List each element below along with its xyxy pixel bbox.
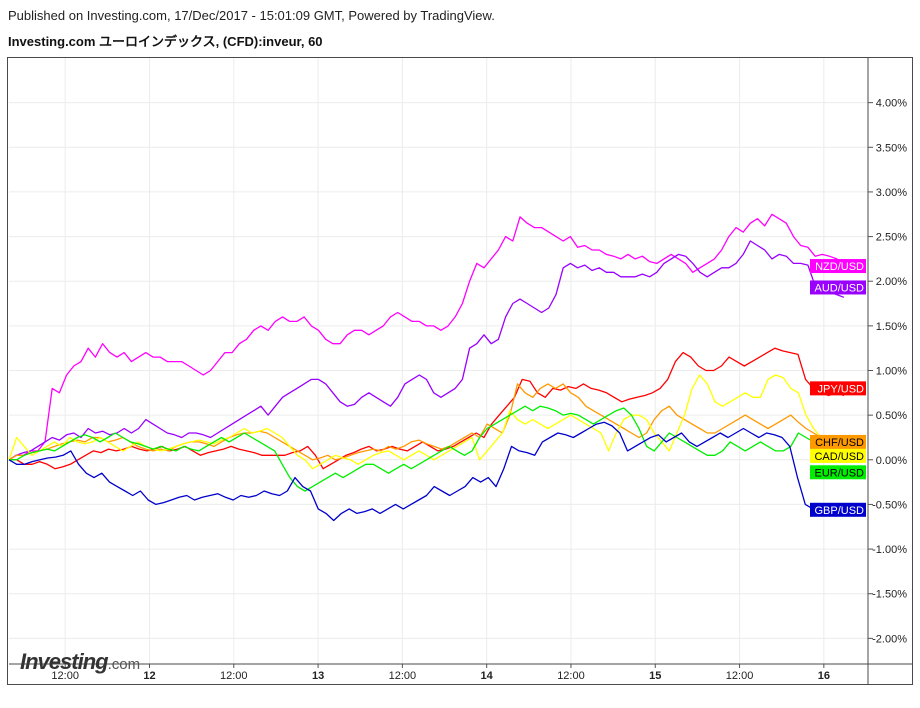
y-tick-label: 2.00% [876, 276, 907, 288]
series-label-box [810, 465, 866, 480]
y-tick-label: 0.00% [876, 455, 907, 467]
chart-svg[interactable]: 4.00% 3.50% 3.00% 2.50% 2.00% 1.50% 1.00% 0.50%… [8, 58, 912, 684]
y-tick-label: 3.00% [876, 187, 907, 199]
series-label-box [810, 381, 866, 396]
series-line-gbp-usd[interactable] [8, 421, 845, 522]
series-label-aud-usd: AUD/USD [814, 282, 864, 294]
investing-logo: Investing.com [20, 649, 140, 675]
series-label-box [810, 434, 866, 449]
series-label-chf-usd: CHF/USD [815, 437, 864, 449]
series-label-box [810, 502, 866, 517]
x-tick-label: 12:00 [220, 670, 248, 682]
series-label-cad-usd: CAD/USD [814, 451, 864, 463]
x-tick-label: 13 [312, 670, 324, 682]
series-line-eur-usd[interactable] [9, 405, 844, 492]
y-tick-label: 2.50% [876, 232, 907, 244]
y-tick-label: 4.00% [876, 98, 907, 110]
x-tick-label: 16 [818, 670, 830, 682]
x-tick-label: 12:00 [726, 670, 754, 682]
y-tick-label: -1.50% [872, 589, 907, 601]
y-tick-label: 3.50% [876, 142, 907, 154]
y-tick-label: 1.50% [876, 321, 907, 333]
logo-sub-text: .com [107, 656, 141, 673]
chart-frame: 4.00% 3.50% 3.00% 2.50% 2.00% 1.50% 1.00% 0.50%… [7, 57, 913, 685]
y-tick-label: 1.00% [876, 366, 907, 378]
y-tick-label: 0.50% [876, 410, 907, 422]
x-tick-label: 12:00 [389, 670, 417, 682]
published-info: Published on Investing.com, 17/Dec/2017 … [8, 8, 495, 23]
series-line-aud-usd[interactable] [8, 240, 845, 461]
series-label-box [810, 448, 866, 463]
series-label-eur-usd: EUR/USD [814, 467, 864, 479]
series-label-gbp-usd: GBP/USD [814, 505, 864, 517]
x-tick-label: 12 [143, 670, 155, 682]
y-tick-label: -2.00% [872, 633, 907, 645]
series-line-chf-usd[interactable] [8, 383, 845, 461]
y-tick-label: -1.00% [872, 544, 907, 556]
x-tick-label: 12:00 [557, 670, 585, 682]
x-tick-label: 12:00 [51, 670, 79, 682]
series-label-nzd-usd: NZD/USD [815, 261, 864, 273]
series-line-cad-usd[interactable] [8, 374, 845, 470]
series-label-box [810, 280, 866, 295]
x-tick-label: 15 [649, 670, 661, 682]
series-line-jpy-usd[interactable] [9, 347, 845, 470]
chart-title: Investing.com ユーロインデックス, (CFD):inveur, 6… [8, 34, 323, 49]
logo-main-text: Investing [20, 649, 109, 674]
series-label-box [810, 259, 866, 274]
x-tick-label: 14 [481, 670, 494, 682]
series-line-nzd-usd[interactable] [8, 213, 845, 461]
series-label-jpy-usd: JPY/USD [818, 383, 865, 395]
y-tick-label: -0.50% [872, 499, 907, 511]
